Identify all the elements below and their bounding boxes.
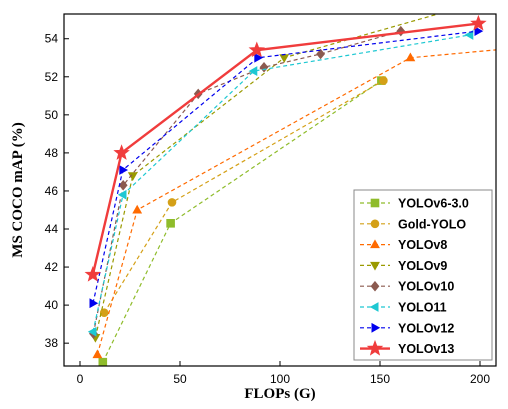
data-point-yolov12 — [474, 26, 484, 37]
legend-marker — [369, 302, 379, 312]
legend-item-yolov10: YOLOv10 — [360, 280, 454, 294]
series-yolov13 — [84, 14, 487, 282]
series-line-yolov6-3-0 — [102, 80, 382, 363]
legend-label: Gold-YOLO — [398, 217, 466, 231]
y-tick-label: 48 — [45, 146, 59, 160]
series-line-yolov10 — [92, 30, 401, 334]
legend-item-gold-yolo: Gold-YOLO — [360, 217, 466, 231]
series-yolo11 — [87, 30, 474, 337]
y-tick-label: 54 — [45, 32, 59, 46]
legend-item-yolov8: YOLOv8 — [360, 238, 447, 252]
legend-label: YOLOv10 — [398, 280, 454, 294]
data-point-yolo11 — [117, 189, 127, 200]
y-tick-label: 52 — [45, 70, 59, 84]
y-tick-label: 38 — [45, 336, 59, 350]
data-point-yolov13 — [470, 14, 487, 31]
legend-label: YOLO11 — [398, 301, 447, 315]
legend-item-yolov9: YOLOv9 — [360, 259, 447, 273]
legend-item-yolo11: YOLO11 — [360, 301, 447, 315]
x-tick-label: 100 — [270, 372, 290, 386]
series-line-yolov9 — [94, 14, 441, 338]
series-line-yolo11 — [92, 34, 470, 332]
series-layer — [84, 5, 496, 366]
x-tick-label: 200 — [470, 372, 490, 386]
data-point-yolov13 — [113, 144, 130, 160]
y-tick-label: 42 — [45, 260, 59, 274]
data-point-yolov13 — [84, 266, 102, 282]
data-point-yolov8 — [405, 52, 416, 62]
series-yolov6-3-0 — [98, 76, 386, 366]
legend-marker — [366, 339, 384, 356]
data-point-yolov12 — [119, 165, 129, 175]
series-yolov8 — [92, 49, 496, 359]
x-axis: 0 50 100 150 200 — [77, 361, 490, 386]
data-point-yolov12 — [89, 298, 99, 309]
legend-label: YOLOv9 — [398, 259, 447, 273]
y-tick-label: 44 — [45, 222, 59, 236]
series-gold-yolo — [99, 76, 388, 318]
series-yolov12 — [89, 26, 484, 309]
data-point-yolov6-3-0 — [166, 218, 175, 228]
series-line-yolov12 — [92, 30, 479, 304]
data-point-yolo11 — [87, 326, 97, 337]
data-point-gold-yolo — [379, 76, 388, 85]
legend-label: YOLOv8 — [398, 238, 447, 252]
data-point-yolo11 — [464, 30, 474, 40]
legend-item-yolov12: YOLOv12 — [360, 321, 454, 335]
legend-item-yolov13: YOLOv13 — [360, 339, 454, 356]
data-point-yolov8 — [132, 204, 143, 214]
legend-item-yolov6-3-0: YOLOv6-3.0 — [360, 197, 469, 211]
data-point-yolov8 — [92, 349, 103, 359]
legend-marker — [371, 322, 381, 333]
data-point-yolov12 — [254, 52, 264, 63]
data-point-yolo11 — [248, 66, 258, 76]
x-tick-label: 150 — [370, 372, 390, 386]
data-point-gold-yolo — [167, 198, 177, 207]
data-point-yolov10 — [259, 62, 269, 73]
legend-label: YOLOv13 — [398, 342, 454, 356]
legend-label: YOLOv12 — [398, 321, 454, 335]
data-point-gold-yolo — [99, 308, 109, 318]
legend-label: YOLOv6-3.0 — [398, 197, 469, 211]
y-tick-label: 50 — [45, 108, 59, 122]
data-point-yolov9 — [454, 5, 463, 13]
series-line-yolov13 — [91, 22, 479, 275]
legend-marker — [370, 280, 380, 292]
y-axis-title: MS COCO mAP (%) — [10, 122, 26, 257]
y-tick-label: 40 — [45, 298, 59, 312]
legend-marker — [370, 239, 380, 249]
legend-box — [353, 189, 493, 361]
series-line-gold-yolo — [103, 80, 384, 314]
data-point-yolov10 — [396, 25, 406, 37]
y-axis: 38 40 42 44 46 48 50 52 54 — [45, 32, 69, 350]
data-point-yolov10 — [118, 179, 128, 191]
x-tick-label: 50 — [173, 372, 187, 386]
legend: YOLOv6-3.0 Gold-YOLO YOLOv8 YOLOv9 YOLOv10 YO… — [353, 189, 493, 361]
data-point-yolov13 — [248, 41, 266, 58]
data-point-yolov10 — [316, 48, 325, 60]
legend-marker — [370, 261, 380, 271]
x-axis-title: FLOPs (G) — [244, 386, 315, 402]
data-point-yolov6-3-0 — [98, 357, 108, 366]
series-yolov9 — [90, 5, 463, 343]
legend-marker — [370, 219, 380, 229]
legend-marker — [370, 198, 380, 208]
x-tick-label: 0 — [77, 372, 84, 386]
y-tick-label: 46 — [45, 184, 59, 198]
